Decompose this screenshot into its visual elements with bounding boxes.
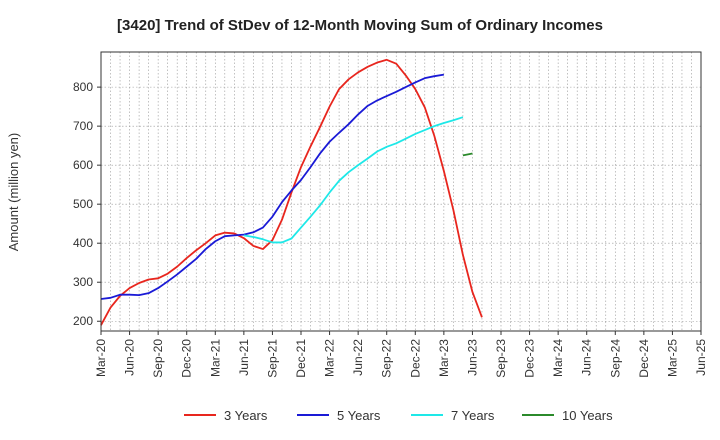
series-line-10-years (462, 152, 473, 157)
legend-label: 7 Years (451, 408, 495, 423)
x-tick-label: Jun-24 (580, 339, 594, 376)
series-line-5-years (100, 73, 445, 300)
grid (101, 52, 701, 331)
x-tick-label: Jun-22 (351, 339, 365, 376)
x-tick-label: Jun-23 (465, 339, 479, 376)
y-tick-label: 800 (73, 80, 93, 94)
x-tick-label: Sep-24 (608, 339, 622, 378)
legend-label: 10 Years (562, 408, 613, 423)
series-layer (100, 58, 483, 326)
x-tick-label: Sep-21 (265, 339, 279, 378)
x-tick-label: Mar-21 (208, 339, 222, 377)
legend-label: 5 Years (337, 408, 381, 423)
x-tick-label: Jun-21 (237, 339, 251, 376)
x-tick-label: Mar-25 (665, 339, 679, 377)
x-tick-label: Jun-25 (694, 339, 708, 376)
x-tick-label: Sep-22 (380, 339, 394, 378)
series-line-3-years (100, 58, 483, 326)
series-line-7-years (243, 116, 464, 244)
x-axis-ticks: Mar-20 Jun-20 Sep-20 Dec-20 Mar-21 Jun-21 Sep-… (94, 331, 708, 378)
y-tick-label: 700 (73, 119, 93, 133)
legend: 3 Years 5 Years 7 Years 10 Years (184, 408, 613, 423)
y-axis-ticks: 200 300 400 500 600 700 800 (73, 80, 101, 328)
y-tick-label: 200 (73, 314, 93, 328)
x-tick-label: Mar-22 (323, 339, 337, 377)
x-tick-label: Dec-22 (408, 339, 422, 378)
x-tick-label: Jun-20 (123, 339, 137, 376)
plot-frame (100, 51, 702, 332)
x-tick-label: Mar-24 (551, 339, 565, 377)
y-tick-label: 300 (73, 275, 93, 289)
x-tick-label: Sep-20 (151, 339, 165, 378)
x-tick-label: Dec-21 (294, 339, 308, 378)
legend-label: 3 Years (224, 408, 268, 423)
y-tick-label: 600 (73, 158, 93, 172)
x-tick-label: Dec-20 (180, 339, 194, 378)
x-tick-label: Dec-24 (637, 339, 651, 378)
y-axis-label: Amount (million yen) (6, 133, 21, 252)
x-tick-label: Mar-23 (437, 339, 451, 377)
y-tick-label: 500 (73, 197, 93, 211)
x-tick-label: Dec-23 (523, 339, 537, 378)
x-tick-label: Sep-23 (494, 339, 508, 378)
y-tick-label: 400 (73, 236, 93, 250)
x-tick-label: Mar-20 (94, 339, 108, 377)
chart-title: [3420] Trend of StDev of 12-Month Moving… (117, 17, 603, 34)
